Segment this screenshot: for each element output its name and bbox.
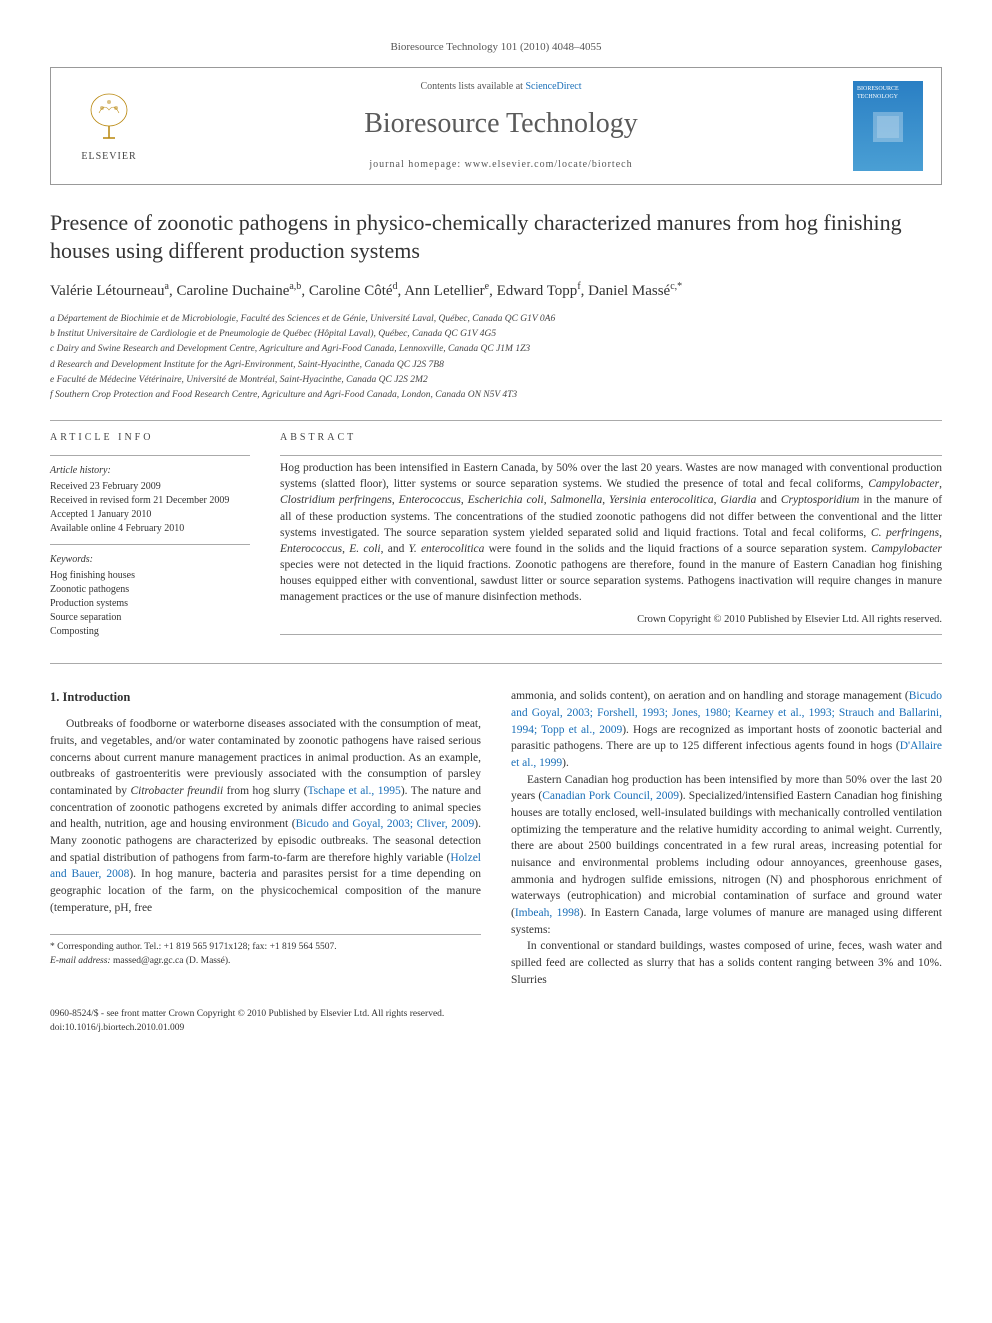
footer-copyright: 0960-8524/$ - see front matter Crown Cop… — [50, 1008, 942, 1035]
keywords-label: Keywords: — [50, 553, 250, 567]
keyword-item: Production systems — [50, 597, 250, 611]
body-right-column: ammonia, and solids content), on aeratio… — [511, 688, 942, 988]
body-left-column: 1. Introduction Outbreaks of foodborne o… — [50, 688, 481, 988]
cover-title-text: BIORESOURCE TECHNOLOGY — [857, 85, 919, 102]
body-paragraph: Eastern Canadian hog production has been… — [511, 772, 942, 939]
contents-prefix: Contents lists available at — [420, 81, 525, 92]
footer-line-1: 0960-8524/$ - see front matter Crown Cop… — [50, 1008, 942, 1021]
abstract-heading: ABSTRACT — [280, 431, 942, 445]
footer-doi: doi:10.1016/j.biortech.2010.01.009 — [50, 1022, 942, 1035]
history-item: Received in revised form 21 December 200… — [50, 494, 250, 508]
divider-line — [50, 663, 942, 664]
divider-line — [280, 634, 942, 635]
keyword-item: Source separation — [50, 611, 250, 625]
journal-cover-thumbnail: BIORESOURCE TECHNOLOGY — [853, 81, 923, 171]
abstract-text: Hog production has been intensified in E… — [280, 460, 942, 605]
affiliation-item: e Faculté de Médecine Vétérinaire, Unive… — [50, 373, 942, 387]
history-item: Accepted 1 January 2010 — [50, 508, 250, 522]
corresponding-author-footnote: * Corresponding author. Tel.: +1 819 565… — [50, 934, 481, 968]
corresponding-email[interactable]: massed@agr.gc.ca — [113, 956, 183, 966]
affiliation-item: b Institut Universitaire de Cardiologie … — [50, 327, 942, 341]
divider-line — [50, 544, 250, 545]
divider-line — [50, 455, 250, 456]
keyword-item: Composting — [50, 625, 250, 639]
history-label: Article history: — [50, 464, 250, 478]
elsevier-tree-icon — [79, 88, 139, 148]
affiliation-item: f Southern Crop Protection and Food Rese… — [50, 388, 942, 402]
divider-line — [280, 455, 942, 456]
body-paragraph: Outbreaks of foodborne or waterborne dis… — [50, 716, 481, 916]
journal-title: Bioresource Technology — [149, 104, 853, 143]
info-abstract-row: ARTICLE INFO Article history: Received 2… — [50, 431, 942, 639]
publisher-name: ELSEVIER — [81, 150, 136, 164]
keyword-item: Hog finishing houses — [50, 569, 250, 583]
body-paragraph: In conventional or standard buildings, w… — [511, 938, 942, 988]
contents-available-line: Contents lists available at ScienceDirec… — [149, 80, 853, 94]
authors-list: Valérie Létourneaua, Caroline Duchainea,… — [50, 280, 942, 302]
article-title: Presence of zoonotic pathogens in physic… — [50, 209, 942, 266]
article-info-heading: ARTICLE INFO — [50, 431, 250, 445]
publisher-logo: ELSEVIER — [69, 88, 149, 164]
email-line: E-mail address: massed@agr.gc.ca (D. Mas… — [50, 955, 481, 968]
affiliation-item: c Dairy and Swine Research and Developme… — [50, 342, 942, 356]
journal-masthead: ELSEVIER Contents lists available at Sci… — [50, 67, 942, 184]
history-item: Received 23 February 2009 — [50, 480, 250, 494]
divider-line — [50, 420, 942, 421]
journal-center-block: Contents lists available at ScienceDirec… — [149, 80, 853, 171]
citation-header: Bioresource Technology 101 (2010) 4048–4… — [50, 40, 942, 55]
email-author-name: (D. Massé). — [186, 956, 231, 966]
abstract-column: ABSTRACT Hog production has been intensi… — [280, 431, 942, 639]
affiliation-item: d Research and Development Institute for… — [50, 358, 942, 372]
homepage-prefix: journal homepage: — [369, 159, 464, 170]
cover-graphic-icon — [863, 102, 913, 152]
homepage-url: www.elsevier.com/locate/biortech — [465, 159, 633, 170]
article-info-sidebar: ARTICLE INFO Article history: Received 2… — [50, 431, 250, 639]
body-paragraph: ammonia, and solids content), on aeratio… — [511, 688, 942, 771]
affiliations-block: a Département de Biochimie et de Microbi… — [50, 312, 942, 403]
journal-homepage-line: journal homepage: www.elsevier.com/locat… — [149, 158, 853, 172]
sciencedirect-link[interactable]: ScienceDirect — [525, 81, 581, 92]
abstract-copyright: Crown Copyright © 2010 Published by Else… — [280, 613, 942, 628]
keyword-item: Zoonotic pathogens — [50, 583, 250, 597]
body-two-column: 1. Introduction Outbreaks of foodborne o… — [50, 688, 942, 988]
history-item: Available online 4 February 2010 — [50, 522, 250, 536]
email-label: E-mail address: — [50, 956, 111, 966]
affiliation-item: a Département de Biochimie et de Microbi… — [50, 312, 942, 326]
corresponding-line: * Corresponding author. Tel.: +1 819 565… — [50, 941, 481, 954]
section-heading: 1. Introduction — [50, 688, 481, 706]
